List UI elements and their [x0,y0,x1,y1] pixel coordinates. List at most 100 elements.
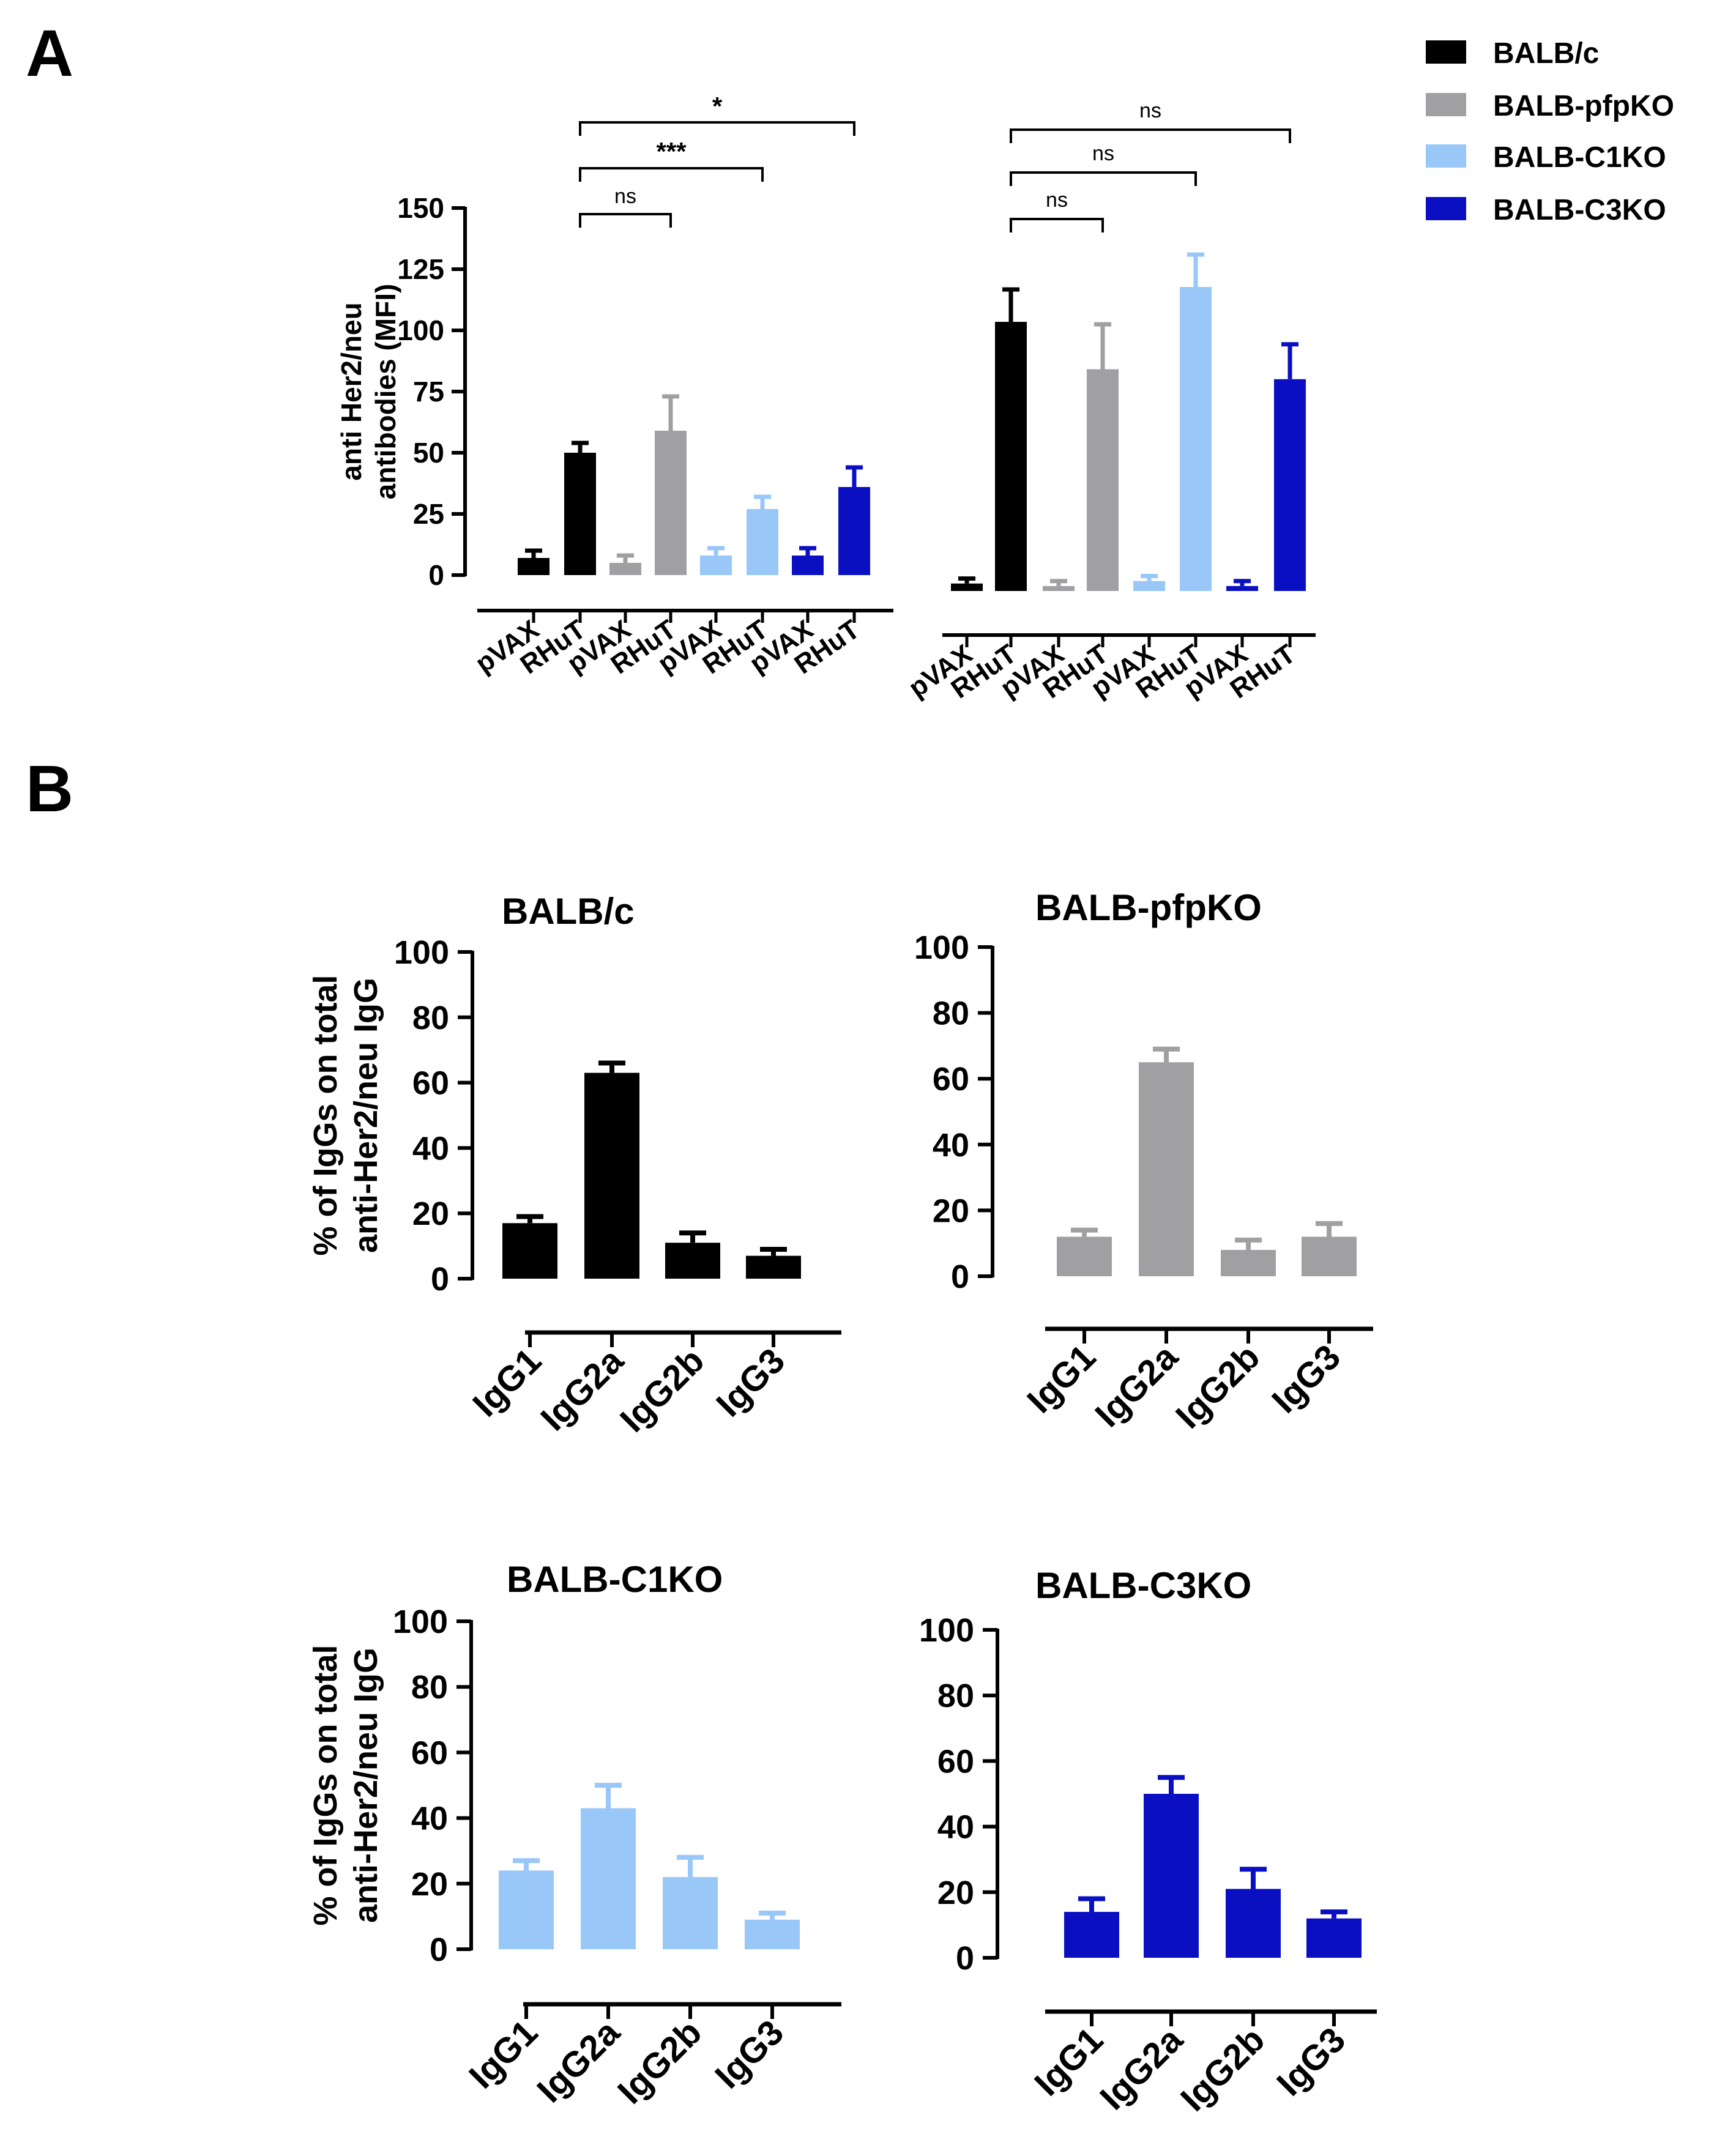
bar [1221,1249,1276,1276]
bar-group-4 [655,394,687,575]
y-tick-label: 100 [394,934,449,971]
panel-a-letter: A [26,16,73,90]
bar-group-2 [564,440,596,575]
bar [747,509,778,575]
bar-group-6 [1180,252,1212,591]
y-tick-label: 100 [919,1612,974,1649]
y-tick-label: 60 [411,1734,448,1771]
y-tick-label: 50 [413,437,444,469]
bar-group-1 [499,1858,554,1949]
bar-group-4 [1306,1909,1362,1958]
legend-label: BALB-pfpKO [1493,90,1674,122]
x-tick-label: IgG3 [709,1340,792,1424]
bar-group-4 [745,1911,800,1949]
bar-group-2 [1139,1046,1194,1276]
bar-group-3 [665,1230,720,1279]
x-tick-label: IgG2a [1092,2020,1190,2117]
bar [995,322,1027,591]
chart-title: BALB-pfpKO [1035,887,1262,928]
bar [499,1870,554,1949]
bar [1306,1918,1362,1958]
y-tick-label: 60 [933,1061,969,1098]
bar [1144,1794,1199,1958]
significance-label: ns [1092,142,1114,165]
y-axis-title-line: % of IgGs on total [307,1645,344,1926]
bar [1087,369,1119,591]
chart-title: BALB/c [502,891,635,932]
bar [665,1243,720,1279]
bar [1274,379,1306,591]
y-tick-label: 80 [412,1000,449,1036]
y-tick-label: 100 [397,314,444,346]
y-tick-label: 0 [956,1940,974,1977]
bracket-line [579,213,672,228]
legend-label: BALB-C1KO [1493,141,1666,174]
legend-label: BALB-C3KO [1493,194,1666,226]
bar-group-1 [518,548,550,575]
significance-label: ns [1139,99,1161,122]
bar [609,563,641,575]
significance-label: *** [656,137,687,166]
bracket-line [1010,128,1291,143]
y-tick-label: 40 [937,1809,974,1846]
y-axis-title-line: anti Her2/neu [335,302,367,480]
significance-bracket-1: ns [579,185,672,228]
bar-group-8 [1274,342,1306,591]
x-tick-label: IgG2b [1173,2020,1272,2119]
bar [838,487,870,575]
significance-bracket-2: ns [1010,142,1197,186]
bar [1043,585,1075,591]
x-tick-label: IgG2a [529,2012,627,2110]
legend-item-2: BALB-pfpKO [1426,90,1674,122]
x-tick-label: IgG2b [613,1340,712,1440]
significance-bracket-2: *** [579,137,764,182]
bracket-line [1010,171,1197,186]
x-tick-label: IgG3 [1264,1337,1348,1421]
chart-a-left: 0 25 50 75 100 125 150 anti Her2/neu antibodies … [335,92,893,680]
bar-group-3 [1221,1237,1276,1276]
legend-swatch [1426,40,1466,64]
charts-layer: 0 25 50 75 100 125 150 anti Her2/neu antibodies … [307,92,1377,2119]
bar-group-3 [663,1854,718,1949]
legend-item-1: BALB/c [1426,37,1599,70]
panel-b-letter: B [26,751,73,825]
legend-item-3: BALB-C1KO [1426,141,1666,174]
bar-group-3 [1043,579,1075,591]
legend-swatch [1426,144,1466,168]
significance-bracket-3: * [579,92,855,136]
y-axis-title-line: antibodies (MFI) [370,284,401,500]
bar [951,583,983,591]
bar-group-7 [1226,579,1258,591]
chart-b-balbc: BALB/c 0 20 40 60 80 100 % of IgGs on total anti… [307,891,841,1440]
y-axis-title-line: anti-Her2/neu IgG [348,978,384,1253]
x-tick-label: IgG2a [533,1340,631,1438]
bar-group-6 [747,494,778,575]
y-tick-label: 40 [412,1130,449,1167]
y-tick-label: 20 [411,1866,448,1903]
bracket-line [579,167,764,182]
y-tick-label: 80 [411,1669,448,1706]
bar-group-1 [951,576,983,591]
y-tick-label: 0 [428,559,444,591]
y-tick-label: 40 [411,1801,448,1837]
legend: BALB/c BALB-pfpKO BALB-C1KO BALB-C3KO [1426,37,1674,226]
y-tick-label: 20 [933,1192,969,1229]
bar-group-4 [1302,1221,1357,1276]
bar [792,556,824,575]
bar [1139,1062,1194,1276]
bar [1180,287,1212,591]
y-axis-title: % of IgGs on total anti-Her2/neu IgG [307,975,384,1256]
y-tick-label: 100 [393,1604,448,1640]
bar-group-3 [609,553,641,575]
y-axis-title: anti Her2/neu antibodies (MFI) [335,284,401,500]
x-tick-label: IgG3 [707,2012,791,2096]
y-tick-label: 20 [937,1875,974,1911]
bar [1133,581,1165,591]
y-tick-label: 0 [431,1261,449,1298]
chart-title: BALB-C3KO [1035,1565,1251,1606]
y-tick-label: 60 [412,1065,449,1102]
chart-title: BALB-C1KO [507,1559,723,1600]
